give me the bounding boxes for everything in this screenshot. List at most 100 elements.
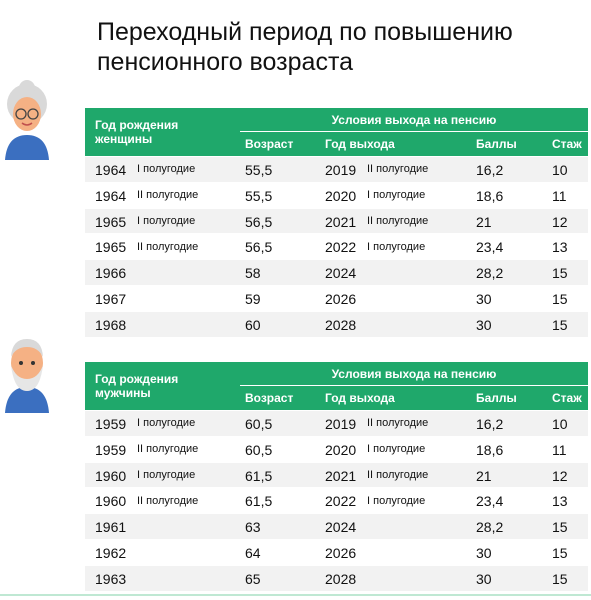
column-header: Возраст	[245, 391, 294, 405]
cell-service: 13	[552, 493, 568, 510]
cell-service: 15	[552, 544, 568, 561]
cell-exit-half: II полугодие	[367, 163, 429, 176]
cell-age: 60,5	[245, 441, 273, 458]
cell-points: 21	[476, 467, 492, 484]
cell-exit-year: 2022	[325, 493, 357, 510]
cell-points: 30	[476, 570, 492, 587]
cell-points: 18,6	[476, 441, 504, 458]
cell-age: 59	[245, 290, 261, 307]
birth-header: Год рождения	[95, 372, 179, 386]
table-row	[85, 436, 588, 462]
cell-points: 23,4	[476, 493, 504, 510]
cell-year: 1964	[95, 161, 127, 178]
cell-year: 1959	[95, 441, 127, 458]
cell-points: 30	[476, 544, 492, 561]
cell-points: 23,4	[476, 239, 504, 256]
cell-age: 61,5	[245, 493, 273, 510]
conditions-header: Условия выхода на пенсию	[331, 113, 497, 127]
cell-exit-year: 2019	[325, 415, 357, 432]
cell-half: II полугодие	[137, 443, 199, 456]
cell-year: 1962	[95, 544, 127, 561]
cell-year: 1961	[95, 519, 127, 536]
cell-service: 15	[552, 570, 568, 587]
woman-icon	[5, 80, 49, 160]
column-header: Год выхода	[325, 391, 395, 405]
column-header: Стаж	[552, 137, 582, 151]
cell-exit-half: I полугодие	[367, 189, 426, 202]
cell-points: 30	[476, 316, 492, 333]
cell-exit-year: 2028	[325, 316, 357, 333]
cell-exit-year: 2024	[325, 519, 357, 536]
column-header: Баллы	[476, 137, 517, 151]
column-header: Год выхода	[325, 137, 395, 151]
cell-exit-half: I полугодие	[367, 494, 426, 507]
cell-year: 1966	[95, 265, 127, 282]
cell-age: 58	[245, 265, 261, 282]
cell-age: 61,5	[245, 467, 273, 484]
cell-service: 15	[552, 519, 568, 536]
cell-service: 15	[552, 290, 568, 307]
cell-exit-half: I полугодие	[367, 443, 426, 456]
cell-exit-year: 2026	[325, 544, 357, 561]
cell-year: 1959	[95, 415, 127, 432]
cell-service: 15	[552, 316, 568, 333]
cell-age: 60	[245, 316, 261, 333]
cell-year: 1960	[95, 493, 127, 510]
cell-service: 11	[552, 441, 567, 458]
table-row	[85, 311, 588, 337]
table-row	[85, 157, 588, 182]
cell-exit-year: 2019	[325, 161, 357, 178]
table-header	[85, 108, 588, 156]
cell-age: 56,5	[245, 213, 273, 230]
birth-header: женщины	[95, 132, 153, 146]
cell-service: 12	[552, 213, 568, 230]
cell-exit-year: 2020	[325, 187, 357, 204]
table-row	[85, 540, 588, 565]
cell-age: 65	[245, 570, 261, 587]
cell-year: 1965	[95, 213, 127, 230]
cell-points: 28,2	[476, 519, 504, 536]
man-icon	[5, 339, 49, 413]
cell-age: 55,5	[245, 187, 273, 204]
cell-exit-half: II полугодие	[367, 469, 429, 481]
cell-age: 63	[245, 519, 261, 536]
cell-exit-half: I полугодие	[367, 240, 426, 253]
table-row	[85, 182, 588, 208]
cell-half: I полугодие	[137, 469, 196, 481]
table-row	[85, 260, 588, 285]
column-header: Стаж	[552, 391, 582, 405]
cell-age: 55,5	[245, 161, 273, 178]
birth-header: Год рождения	[95, 118, 179, 132]
cell-exit-year: 2026	[325, 290, 357, 307]
cell-exit-half: II полугодие	[367, 417, 429, 430]
title-line: Переходный период по повышению	[97, 18, 513, 46]
conditions-header: Условия выхода на пенсию	[331, 367, 497, 381]
cell-age: 60,5	[245, 415, 273, 432]
column-header: Баллы	[476, 391, 517, 405]
table-row	[85, 565, 588, 591]
cell-exit-year: 2020	[325, 441, 357, 458]
cell-exit-year: 2021	[325, 467, 357, 484]
cell-points: 16,2	[476, 415, 504, 432]
table-row	[85, 234, 588, 260]
bottom-line	[0, 594, 591, 596]
cell-service: 12	[552, 467, 568, 484]
cell-year: 1965	[95, 239, 127, 256]
cell-points: 21	[476, 213, 492, 230]
cell-age: 64	[245, 544, 261, 561]
cell-points: 28,2	[476, 265, 504, 282]
cell-half: I полугодие	[137, 163, 196, 176]
cell-year: 1964	[95, 187, 127, 204]
table-row	[85, 462, 588, 488]
table-row	[85, 208, 588, 234]
cell-exit-year: 2022	[325, 239, 357, 256]
cell-year: 1963	[95, 570, 127, 587]
cell-half: II полугодие	[137, 189, 199, 202]
cell-year: 1968	[95, 316, 127, 333]
cell-year: 1967	[95, 290, 127, 307]
cell-service: 11	[552, 187, 567, 204]
cell-age: 56,5	[245, 239, 273, 256]
cell-exit-year: 2028	[325, 570, 357, 587]
cell-half: II полугодие	[137, 240, 199, 253]
cell-half: II полугодие	[137, 494, 199, 507]
